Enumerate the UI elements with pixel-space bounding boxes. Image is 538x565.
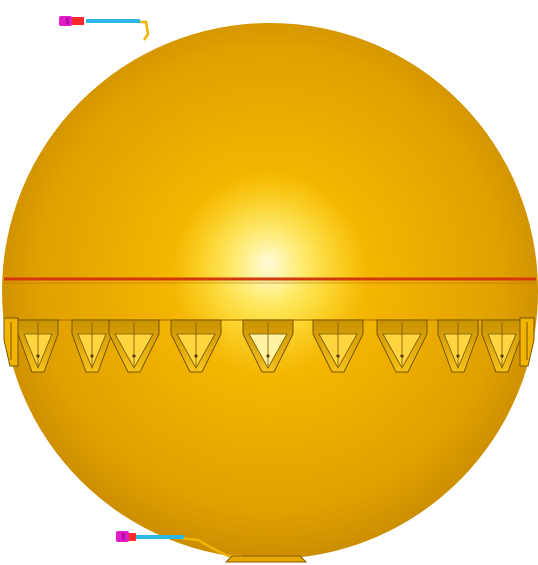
upper-pipe-fitting <box>72 17 84 25</box>
right-edge-lug <box>520 318 534 366</box>
upper-pipe-flange <box>59 16 72 26</box>
upper-nozzle-pipe <box>59 16 148 40</box>
bottom-nozzle-base <box>226 556 306 562</box>
left-edge-lug <box>4 318 18 366</box>
lower-pipe-fitting <box>128 533 136 541</box>
upper-pipe-support <box>138 22 148 40</box>
